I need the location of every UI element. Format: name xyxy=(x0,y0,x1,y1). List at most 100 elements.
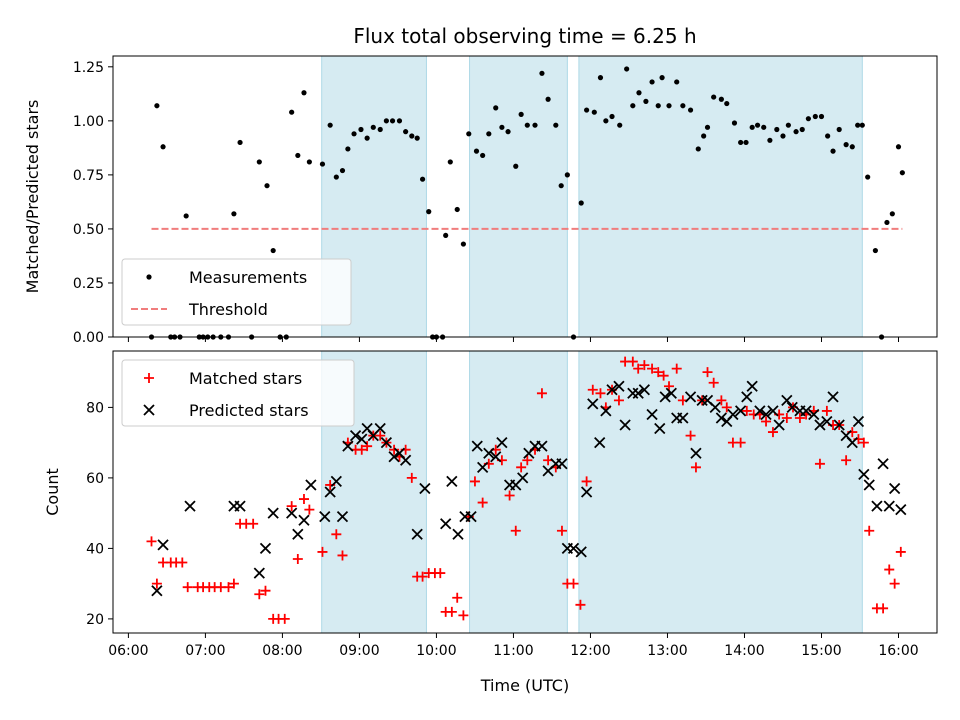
data-point xyxy=(715,412,728,424)
data-point xyxy=(157,539,169,551)
data-point xyxy=(305,479,317,491)
data-point xyxy=(636,90,642,96)
data-point xyxy=(518,111,524,117)
data-point xyxy=(731,120,738,126)
data-point xyxy=(711,94,717,100)
data-point xyxy=(800,405,812,417)
data-point xyxy=(591,109,597,115)
data-point xyxy=(419,482,431,495)
data-point xyxy=(466,131,472,137)
data-point xyxy=(600,405,612,417)
data-point xyxy=(814,458,825,469)
data-point xyxy=(364,135,370,141)
data-point xyxy=(237,139,243,146)
data-point xyxy=(855,122,861,128)
data-point xyxy=(716,395,727,406)
data-point xyxy=(443,232,449,239)
data-point xyxy=(684,391,697,403)
y-tick-label: 0.50 xyxy=(73,222,104,238)
series-matched-stars xyxy=(146,356,906,624)
data-point xyxy=(643,98,649,104)
data-point xyxy=(426,209,432,215)
legend-label: Measurements xyxy=(189,268,307,287)
legend-label: Threshold xyxy=(188,300,268,319)
data-point xyxy=(336,511,349,523)
data-point xyxy=(253,567,265,579)
data-point xyxy=(254,589,265,600)
data-point xyxy=(184,500,196,512)
data-point xyxy=(864,525,875,536)
data-point xyxy=(812,113,818,120)
observing-interval xyxy=(469,350,568,634)
data-point xyxy=(619,419,631,431)
data-point xyxy=(536,388,547,399)
data-point xyxy=(677,412,689,424)
data-point xyxy=(388,451,400,463)
data-point xyxy=(356,444,367,455)
data-point xyxy=(419,176,426,182)
data-point xyxy=(627,356,638,367)
x-tick-label: 12:00 xyxy=(570,643,610,659)
data-point xyxy=(741,391,753,403)
data-point xyxy=(465,511,477,523)
data-point xyxy=(568,578,579,589)
data-point xyxy=(741,405,752,416)
data-point xyxy=(447,159,453,165)
data-point xyxy=(674,79,680,85)
data-point xyxy=(658,370,669,381)
data-point xyxy=(289,109,295,115)
data-point xyxy=(417,571,428,582)
data-point xyxy=(356,433,368,445)
data-point xyxy=(701,133,707,139)
data-point xyxy=(295,152,301,159)
data-point xyxy=(659,75,665,81)
data-point xyxy=(671,363,682,374)
data-point xyxy=(597,75,604,81)
x-tick-label: 07:00 xyxy=(185,643,225,659)
data-point xyxy=(664,381,675,392)
data-point xyxy=(396,118,403,124)
data-point xyxy=(516,462,527,473)
data-point xyxy=(524,122,530,128)
data-point xyxy=(330,475,342,488)
chart-title: Flux total observing time = 6.25 h xyxy=(353,24,696,48)
data-point xyxy=(849,144,855,150)
data-point xyxy=(306,159,312,165)
data-point xyxy=(613,380,625,392)
data-point xyxy=(685,430,696,441)
legend-label: Matched stars xyxy=(189,369,302,388)
data-point xyxy=(301,90,307,96)
data-point xyxy=(575,599,586,610)
data-point xyxy=(399,454,412,466)
data-point xyxy=(794,412,805,423)
data-point xyxy=(536,440,548,452)
observing-interval xyxy=(578,55,863,338)
data-point xyxy=(260,585,271,596)
data-point xyxy=(578,200,584,206)
data-point xyxy=(317,546,328,557)
data-point xyxy=(331,529,342,540)
data-point xyxy=(654,422,666,435)
data-point xyxy=(613,395,624,406)
legend-marker xyxy=(144,373,154,383)
data-point xyxy=(843,142,849,148)
data-point xyxy=(878,603,889,614)
x-tick-label: 11:00 xyxy=(493,643,533,659)
data-point xyxy=(345,146,351,152)
data-point xyxy=(446,475,458,488)
data-point xyxy=(177,557,188,568)
bottom-panel: 20 40 60 80 06:00 07:00 08:00 09:00 10:00 11:00 12… xyxy=(43,350,938,659)
data-point xyxy=(259,542,272,555)
data-point xyxy=(383,118,389,124)
series-measurements xyxy=(148,66,905,340)
data-point xyxy=(889,211,895,217)
data-point xyxy=(499,124,505,130)
data-point xyxy=(292,528,304,540)
data-point xyxy=(603,118,609,124)
data-point xyxy=(564,172,570,178)
data-point xyxy=(727,408,739,421)
data-point xyxy=(884,219,890,226)
data-point xyxy=(793,129,799,135)
plot-frame xyxy=(112,55,938,338)
data-point xyxy=(690,447,702,459)
